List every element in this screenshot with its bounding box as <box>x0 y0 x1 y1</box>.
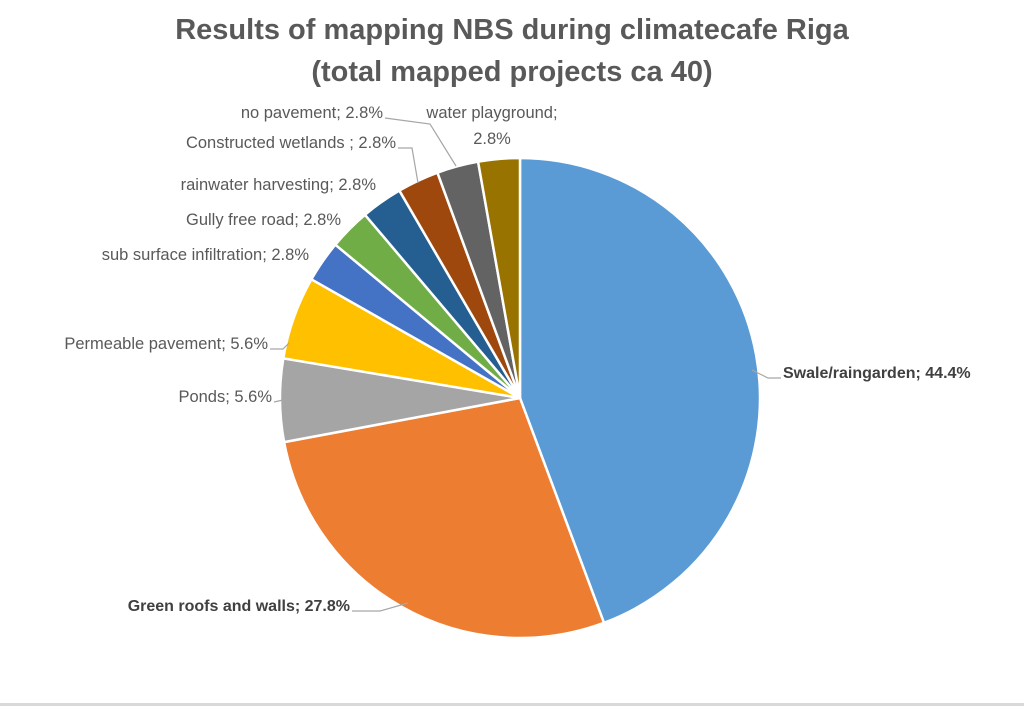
bottom-divider <box>0 703 1024 706</box>
leader-line-2 <box>273 399 284 403</box>
chart-title-line-2: (total mapped projects ca 40) <box>311 56 713 88</box>
data-label-8: no pavement; 2.8% <box>241 104 384 122</box>
pie-slice-1 <box>282 396 606 640</box>
data-label-3: Permeable pavement; 5.6% <box>64 335 268 353</box>
data-label-5: Gully free road; 2.8% <box>186 211 341 229</box>
pie-slice-0 <box>518 156 762 625</box>
data-label-6: rainwater harvesting; 2.8% <box>181 176 377 194</box>
data-label-0: Swale/raingarden; 44.4% <box>783 365 971 382</box>
leader-line-1 <box>352 602 409 612</box>
chart-title-line-1: Results of mapping NBS during climatecaf… <box>175 14 849 46</box>
data-label-4: sub surface infiltration; 2.8% <box>102 246 310 264</box>
data-label-2: Ponds; 5.6% <box>178 388 272 406</box>
data-label-9: water playground; 2.8% <box>425 104 557 148</box>
pie-slice-9 <box>476 156 522 399</box>
data-label-1: Green roofs and walls; 27.8% <box>128 598 350 615</box>
leader-line-8 <box>384 117 457 167</box>
leader-line-7 <box>398 147 419 184</box>
data-label-7: Constructed wetlands ; 2.8% <box>186 134 396 152</box>
leader-line-0 <box>751 369 781 379</box>
leader-line-3 <box>270 342 290 350</box>
